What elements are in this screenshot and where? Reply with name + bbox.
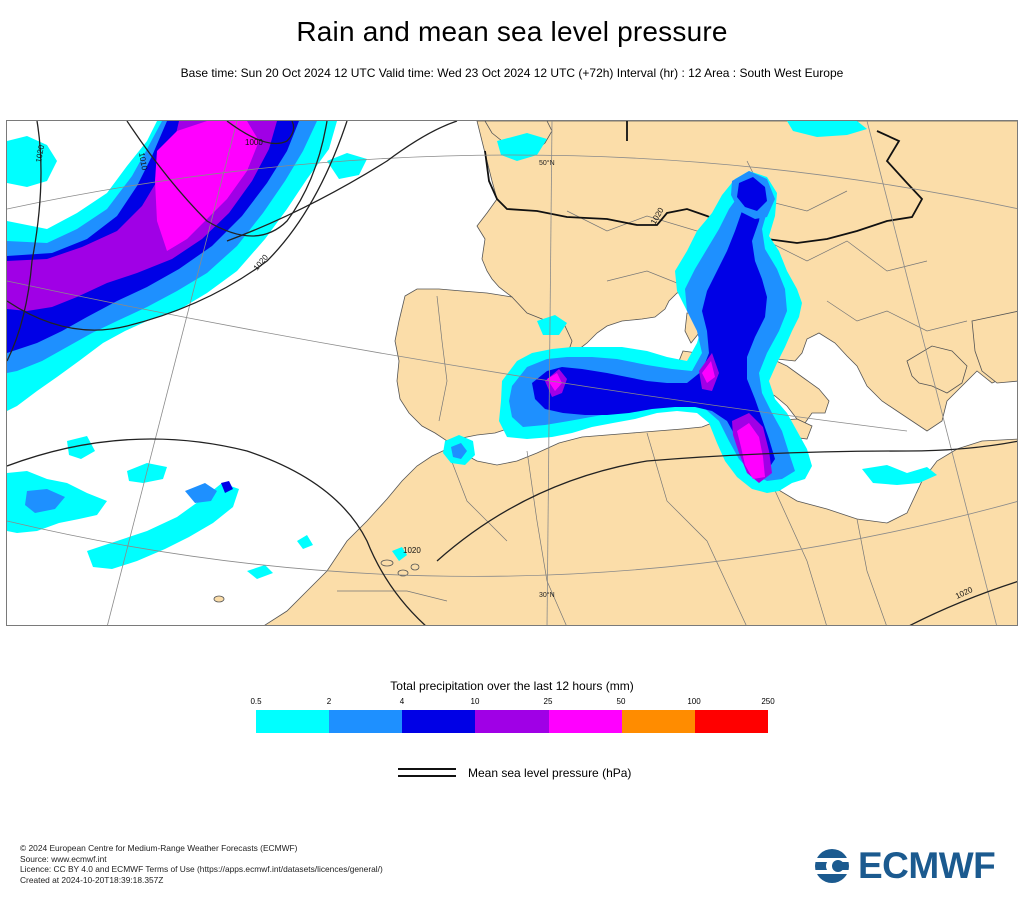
legend-tick: 50 <box>616 697 626 706</box>
footer-line: Created at 2024-10-20T18:39:18.357Z <box>20 874 164 885</box>
legend-tick: 0.5 <box>250 697 262 706</box>
footer-line: Source: www.ecmwf.int <box>20 853 107 864</box>
legend-color-bar <box>256 710 768 733</box>
legend-color-swatch-6 <box>694 710 768 733</box>
precip-layer <box>7 121 937 579</box>
isobar-label-5: 1020 <box>403 546 421 555</box>
ecmwf-logo-icon <box>812 849 856 883</box>
land-canary-2 <box>397 569 409 577</box>
land-madeira <box>213 595 225 603</box>
legend-tick: 2 <box>326 697 332 706</box>
footer-credits: © 2024 European Centre for Medium-Range … <box>20 843 383 885</box>
isobar-label-1: 1020 <box>34 144 46 164</box>
legend-ticks: 0.5 2 4 10 25 50 100 250 <box>0 697 1024 709</box>
legend-color-swatch-4 <box>548 710 622 733</box>
legend-tick: 4 <box>399 697 405 706</box>
chart-subtitle: Base time: Sun 20 Oct 2024 12 UTC Valid … <box>180 66 844 80</box>
ecmwf-logo: ECMWF <box>812 846 1008 886</box>
isobars <box>7 121 1017 625</box>
legend-tick: 10 <box>470 697 480 706</box>
chart-title: Rain and mean sea level pressure <box>296 16 728 47</box>
legend-tick: 250 <box>761 697 775 706</box>
land-turkey <box>971 311 1017 384</box>
mslp-line-symbol <box>398 768 456 777</box>
map-svg: 1020 1010 1000 1020 1020 1020 1020 50°N … <box>7 121 1017 625</box>
isobar-label-2: 1010 <box>137 152 149 172</box>
lat-label-50: 50°N <box>539 159 555 167</box>
legend-color-swatch-2 <box>402 710 476 733</box>
land-canary-1 <box>380 559 394 567</box>
graticule <box>7 121 1017 625</box>
mslp-legend-label: Mean sea level pressure (hPa) <box>468 766 632 780</box>
isobar-label-3: 1000 <box>245 138 263 147</box>
legend-tick: 100 <box>687 697 701 706</box>
legend-tick: 25 <box>543 697 553 706</box>
map-panel: 1020 1010 1000 1020 1020 1020 1020 50°N … <box>6 120 1018 626</box>
legend-color-swatch-1 <box>329 710 403 733</box>
ecmwf-logo-text: ECMWF <box>858 845 996 886</box>
land-canary-3 <box>410 563 420 571</box>
footer-line: © 2024 European Centre for Medium-Range … <box>20 843 298 853</box>
legend-color-swatch-5 <box>621 710 695 733</box>
legend-color-swatch-0 <box>256 710 330 733</box>
land-north-africa <box>264 416 1017 625</box>
legend-title: Total precipitation over the last 12 hou… <box>390 679 634 693</box>
lat-label-30: 30°N <box>539 591 555 599</box>
land-greece <box>906 345 968 394</box>
legend-color-swatch-3 <box>475 710 549 733</box>
footer-line: Licence: CC BY 4.0 and ECMWF Terms of Us… <box>20 864 383 874</box>
